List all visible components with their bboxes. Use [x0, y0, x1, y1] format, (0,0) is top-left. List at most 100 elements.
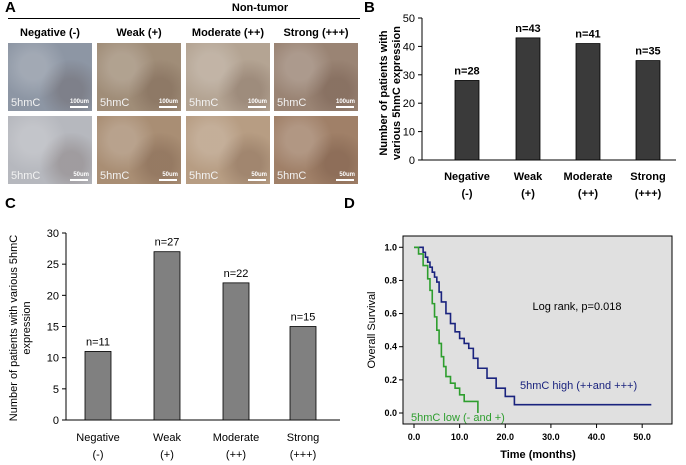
scale-bar-label: 100um: [335, 99, 355, 105]
bar: [289, 326, 317, 421]
ihc-image-negative-row1: 5hmC 100um: [8, 43, 92, 111]
scale-bar: [70, 179, 88, 181]
column-header-weak: Weak (+): [116, 27, 162, 39]
ihc-image-strong-row1: 5hmC 100um: [274, 43, 358, 111]
category-label: (+++): [635, 188, 662, 200]
category-label: Negative: [444, 171, 490, 183]
legend-label-low: 5hmC low (- and +): [411, 412, 505, 424]
y-tick-label: 20: [47, 290, 59, 302]
y-tick-label: 0.6: [384, 309, 397, 319]
column-header-strong: Strong (+++): [283, 27, 349, 39]
scale-bar-label: 100um: [158, 99, 178, 105]
data-label: n=41: [575, 29, 600, 41]
y-tick-label: 0.4: [384, 342, 397, 352]
y-axis-label: various 5hmC expression: [391, 26, 403, 160]
column-header-moderate: Moderate (++): [191, 27, 265, 39]
y-tick-label: 0.8: [384, 275, 397, 285]
panel-a-header: Non-tumor: [231, 2, 289, 14]
category-label: Moderate: [213, 432, 259, 444]
category-label: Negative: [76, 432, 119, 444]
x-tick-label: 30.0: [542, 432, 560, 442]
bar: [515, 37, 541, 161]
y-axis-label: Number of patients with various 5hmC: [8, 235, 20, 422]
x-tick-label: 50.0: [633, 432, 651, 442]
y-tick-label: 15: [47, 322, 59, 334]
scale-bar-label: 50um: [162, 172, 178, 178]
category-label: (+): [521, 188, 535, 200]
ihc-image-weak-row1: 5hmC 100um: [97, 43, 181, 111]
bar: [222, 282, 250, 421]
scale-bar-label: 50um: [251, 172, 267, 178]
scale-bar: [70, 106, 88, 108]
survival-line-high: [414, 246, 652, 406]
panel-label-b: B: [364, 0, 375, 16]
scale-bar: [336, 179, 354, 181]
data-label: n=22: [224, 268, 249, 280]
category-label: (++): [226, 449, 246, 461]
bar: [635, 60, 661, 161]
y-axis-label: Overall Survival: [366, 291, 378, 368]
scale-bar-label: 100um: [247, 99, 267, 105]
stain-label: 5hmC: [277, 170, 307, 182]
log-rank-annotation: Log rank, p=0.018: [533, 301, 622, 313]
stain-label: 5hmC: [11, 97, 41, 109]
ihc-image-negative-row2: 5hmC 50um: [8, 116, 92, 184]
ihc-image-strong-row2: 5hmC 50um: [274, 116, 358, 184]
y-tick-label: 30: [47, 228, 59, 240]
data-label: n=15: [291, 312, 316, 324]
category-label: (-): [93, 449, 104, 461]
scale-bar: [248, 106, 266, 108]
data-label: n=11: [86, 336, 110, 348]
data-label: n=35: [635, 46, 660, 58]
stain-label: 5hmC: [11, 170, 41, 182]
x-tick-label: 10.0: [451, 432, 469, 442]
category-label: Weak: [514, 171, 543, 183]
category-label: (+): [160, 449, 174, 461]
bar: [575, 43, 601, 161]
x-tick-label: 20.0: [497, 432, 515, 442]
panel-label-c: C: [5, 195, 16, 212]
stain-label: 5hmC: [100, 170, 130, 182]
y-tick-label: 0: [53, 415, 59, 427]
survival-line-low: [414, 246, 479, 413]
bar: [84, 351, 112, 421]
stain-label: 5hmC: [100, 97, 130, 109]
scale-bar: [159, 179, 177, 181]
y-tick-label: 10: [403, 127, 415, 139]
ihc-image-moderate-row1: 5hmC 100um: [186, 43, 270, 111]
y-axis-label: expression: [21, 301, 33, 354]
bar: [454, 80, 480, 161]
category-label: (++): [578, 188, 599, 200]
x-tick-label: 40.0: [588, 432, 606, 442]
stain-label: 5hmC: [277, 97, 307, 109]
y-tick-label: 10: [47, 353, 59, 365]
category-label: Strong: [287, 432, 319, 444]
stain-label: 5hmC: [189, 97, 219, 109]
x-axis-label: Time (months): [500, 449, 576, 461]
panel-label-d: D: [344, 195, 355, 212]
panel-a-header-line: [8, 18, 360, 19]
category-label: Strong: [630, 171, 665, 183]
y-tick-label: 0.2: [384, 375, 397, 385]
category-label: (+++): [290, 449, 317, 461]
scale-bar-label: 50um: [73, 172, 89, 178]
x-tick-label: 0.0: [408, 432, 421, 442]
data-label: n=28: [454, 65, 479, 77]
column-header-negative: Negative (-): [20, 27, 80, 39]
y-tick-label: 30: [403, 70, 415, 82]
stain-label: 5hmC: [189, 170, 219, 182]
y-axis-label: Number of patients with: [378, 30, 390, 156]
y-tick-label: 0.0: [384, 408, 397, 418]
scale-bar: [248, 179, 266, 181]
scale-bar-label: 50um: [339, 172, 355, 178]
scale-bar: [336, 106, 354, 108]
y-tick-label: 50: [403, 13, 415, 25]
ihc-image-weak-row2: 5hmC 50um: [97, 116, 181, 184]
data-label: n=27: [155, 237, 180, 249]
y-tick-label: 25: [47, 259, 59, 271]
y-tick-label: 20: [403, 98, 415, 110]
category-label: (-): [462, 188, 473, 200]
y-tick-label: 40: [403, 41, 415, 53]
bar: [153, 251, 181, 421]
